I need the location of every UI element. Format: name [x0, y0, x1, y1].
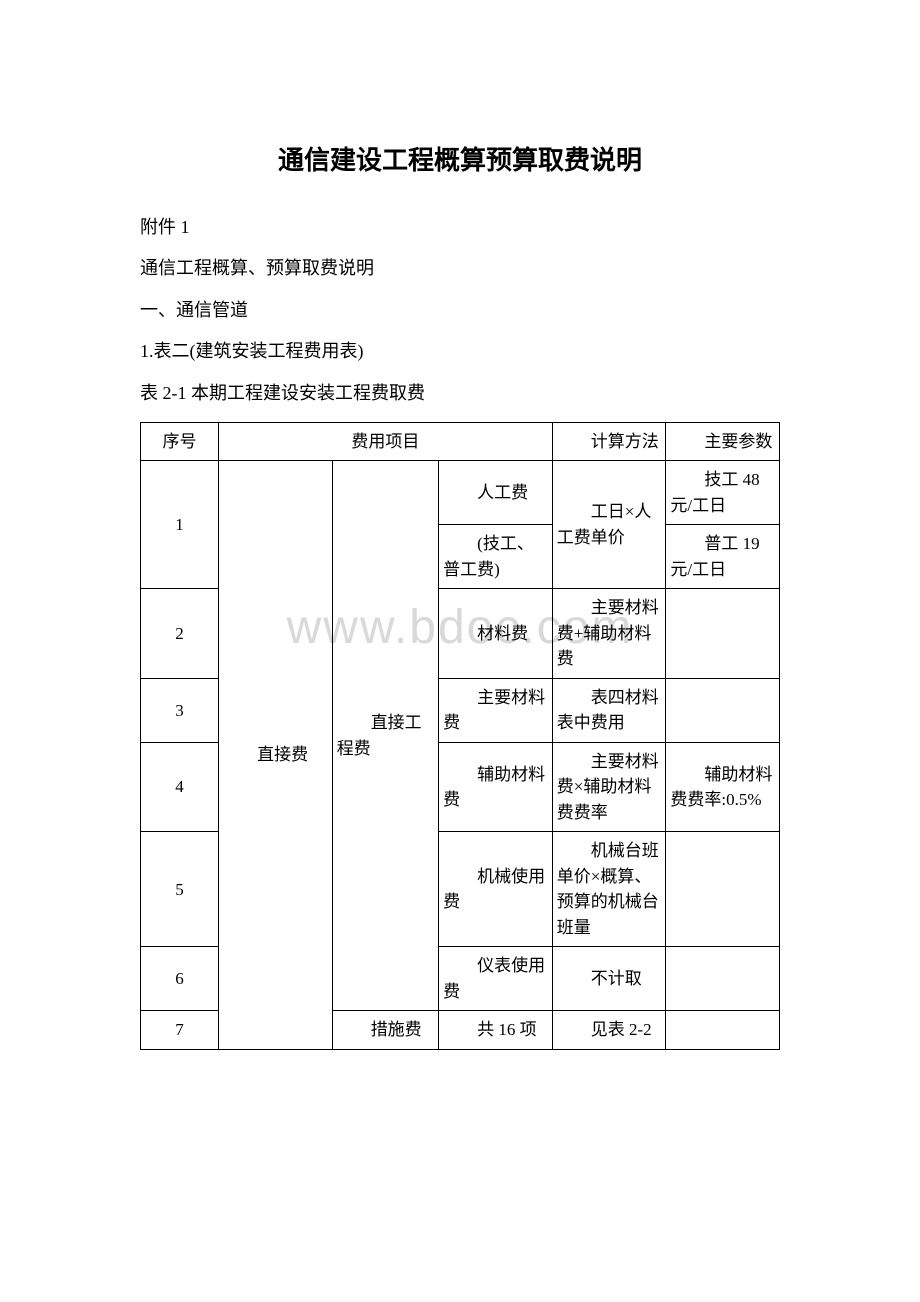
- cell-direct-project: 直接工程费: [332, 461, 438, 1011]
- fee-table: 序号 费用项目 计算方法 主要参数 1 直接费 直接工程费 人工费 工日×人工费…: [140, 422, 780, 1050]
- page-title: 通信建设工程概算预算取费说明: [140, 140, 780, 177]
- cell-aux-rate: 辅助材料费费率:0.5%: [666, 742, 780, 832]
- cell-main-material: 主要材料费: [439, 678, 553, 742]
- cell-instrument: 仪表使用费: [439, 947, 553, 1011]
- cell-empty: [666, 678, 780, 742]
- cell-labor-type: (技工、普工费): [439, 525, 553, 589]
- cell-see-table: 见表 2-2: [552, 1011, 666, 1050]
- paragraph-attachment: 附件 1: [140, 207, 780, 248]
- cell-seq: 6: [141, 947, 219, 1011]
- header-seq: 序号: [141, 422, 219, 461]
- paragraph-section: 一、通信管道: [140, 290, 780, 331]
- paragraph-subtitle: 通信工程概算、预算取费说明: [140, 248, 780, 289]
- cell-empty: [666, 589, 780, 679]
- table-row: 1 直接费 直接工程费 人工费 工日×人工费单价 技工 48 元/工日: [141, 461, 780, 525]
- cell-seq: 3: [141, 678, 219, 742]
- cell-aux-material: 辅助材料费: [439, 742, 553, 832]
- table-header-row: 序号 费用项目 计算方法 主要参数: [141, 422, 780, 461]
- cell-machine-calc: 机械台班单价×概算、预算的机械台班量: [552, 832, 666, 947]
- cell-machine: 机械使用费: [439, 832, 553, 947]
- cell-seq: 2: [141, 589, 219, 679]
- cell-main-material-calc: 表四材料表中费用: [552, 678, 666, 742]
- cell-material-calc: 主要材料费+辅助材料费: [552, 589, 666, 679]
- cell-direct-fee: 直接费: [219, 461, 333, 1050]
- paragraph-table-caption: 表 2-1 本期工程建设安装工程费取费: [140, 373, 780, 414]
- cell-labor: 人工费: [439, 461, 553, 525]
- cell-aux-material-calc: 主要材料费×辅助材料费费率: [552, 742, 666, 832]
- cell-skilled-rate: 技工 48 元/工日: [666, 461, 780, 525]
- header-item: 费用项目: [219, 422, 553, 461]
- cell-empty: [666, 947, 780, 1011]
- cell-labor-calc: 工日×人工费单价: [552, 461, 666, 589]
- page-content: 通信建设工程概算预算取费说明 附件 1 通信工程概算、预算取费说明 一、通信管道…: [140, 140, 780, 1050]
- cell-seq: 4: [141, 742, 219, 832]
- cell-empty: [666, 1011, 780, 1050]
- cell-seq: 5: [141, 832, 219, 947]
- cell-material: 材料费: [439, 589, 553, 679]
- cell-seq: 7: [141, 1011, 219, 1050]
- header-calc: 计算方法: [552, 422, 666, 461]
- cell-seq: 1: [141, 461, 219, 589]
- cell-16items: 共 16 项: [439, 1011, 553, 1050]
- paragraph-table-ref: 1.表二(建筑安装工程费用表): [140, 331, 780, 372]
- cell-measure: 措施费: [332, 1011, 438, 1050]
- cell-empty: [666, 832, 780, 947]
- cell-instrument-calc: 不计取: [552, 947, 666, 1011]
- header-param: 主要参数: [666, 422, 780, 461]
- cell-unskilled-rate: 普工 19 元/工日: [666, 525, 780, 589]
